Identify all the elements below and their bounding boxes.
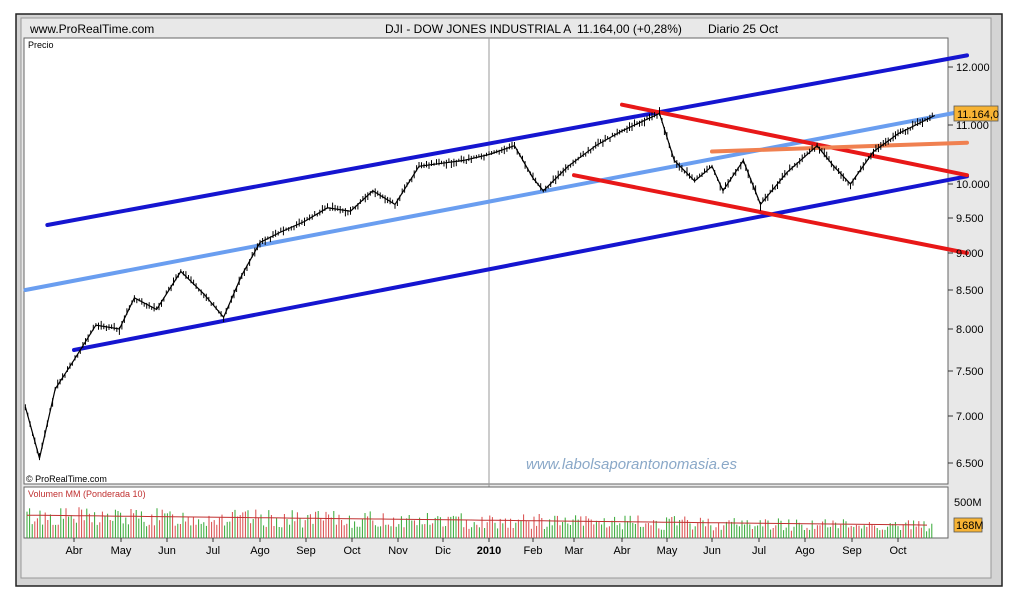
y-tick-label: 8.500 (956, 285, 984, 297)
y-tick-label: 11.000 (956, 120, 989, 132)
y-tick-label: 10.000 (956, 179, 990, 191)
volume-last-label: 168M (956, 520, 984, 532)
x-tick-label: Abr (613, 545, 630, 557)
volume-tick-500m: 500M (954, 497, 982, 509)
trendline (572, 173, 969, 255)
trendline (620, 102, 969, 178)
header-instrument: DJI - DOW JONES INDUSTRIAL A (385, 22, 571, 36)
y-tick-label: 9.500 (956, 213, 984, 225)
volume-label: Volumen MM (Ponderada 10) (28, 489, 146, 499)
header-source: www.ProRealTime.com (29, 22, 154, 36)
volume-average-line (26, 514, 928, 526)
x-tick-label: Dic (435, 545, 451, 557)
watermark: www.labolsaporantonomasia.es (526, 456, 737, 473)
y-axis: 12.000 11.000 10.000 9.500 9.000 8.500 8.000 7.… (948, 62, 990, 470)
y-tick-label: 6.500 (956, 458, 984, 470)
trendline (710, 140, 969, 154)
y-tick-label: 12.000 (956, 62, 990, 74)
trendline (72, 174, 969, 352)
last-value-box (953, 105, 999, 122)
x-tick-label: Sep (842, 545, 862, 557)
x-tick-label: 2010 (477, 545, 501, 557)
x-tick-label: Mar (565, 545, 584, 557)
last-value-label: 11.164,0 (957, 109, 999, 121)
x-tick-label: Oct (889, 545, 906, 557)
trendlines (23, 53, 969, 352)
x-tick-label: Abr (65, 545, 82, 557)
x-tick-label: May (111, 545, 132, 557)
x-tick-label: May (657, 545, 678, 557)
header-quote: 11.164,00 (+0,28%) (577, 22, 682, 36)
volume-last-box (953, 517, 983, 533)
x-tick-label: Jul (206, 545, 220, 557)
x-tick-label: Jun (703, 545, 721, 557)
x-tick-label: Jul (752, 545, 766, 557)
y-tick-label: 8.000 (956, 324, 984, 336)
x-tick-label: Ago (250, 545, 270, 557)
volume-bars (26, 507, 933, 538)
trendline (23, 108, 969, 292)
x-tick-label: Sep (296, 545, 316, 557)
x-tick-label: Oct (343, 545, 360, 557)
header-period: Diario 25 Oct (708, 22, 779, 36)
x-tick-label: Feb (524, 545, 543, 557)
price-series (24, 107, 936, 461)
y-tick-label: 9.000 (956, 248, 984, 260)
y-tick-label: 7.000 (956, 411, 984, 423)
copyright-label: © ProRealTime.com (26, 474, 107, 484)
price-label: Precio (28, 40, 54, 50)
y-tick-label: 7.500 (956, 366, 984, 378)
x-tick-label: Jun (158, 545, 176, 557)
x-tick-label: Ago (795, 545, 815, 557)
x-tick-label: Nov (388, 545, 408, 557)
price-plot-area (23, 37, 949, 485)
trendline (45, 53, 969, 227)
x-axis: Abr May Jun Jul Ago Sep Oct Nov Dic 2010 Feb Mar Abr… (65, 538, 907, 557)
